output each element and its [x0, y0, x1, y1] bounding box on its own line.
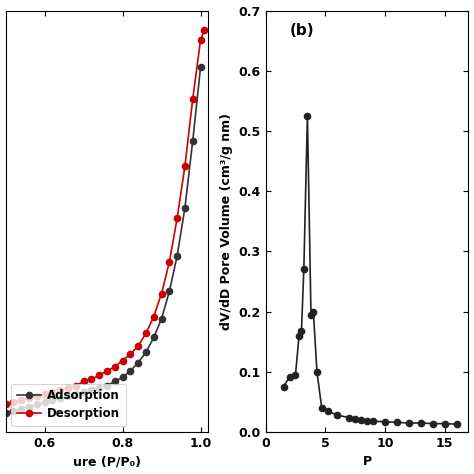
Line: Desorption: Desorption	[2, 27, 208, 408]
Adsorption	[112, 379, 118, 384]
Desorption	[18, 398, 24, 403]
Desorption	[120, 358, 126, 364]
Desorption	[135, 343, 141, 349]
Adsorption	[128, 368, 133, 374]
Adsorption	[159, 316, 164, 321]
Desorption	[10, 400, 16, 405]
Desorption	[166, 259, 172, 265]
Desorption	[104, 368, 110, 374]
Adsorption	[104, 383, 110, 389]
Desorption	[65, 385, 71, 391]
Desorption	[89, 376, 94, 382]
Adsorption	[10, 408, 16, 414]
Adsorption	[151, 335, 156, 340]
Desorption	[81, 379, 86, 384]
Adsorption	[135, 360, 141, 365]
Adsorption	[120, 374, 126, 380]
Adsorption	[57, 395, 63, 401]
Desorption	[34, 393, 40, 399]
Adsorption	[18, 406, 24, 411]
Y-axis label: dV/dD Pore Volume (cm³/g nm): dV/dD Pore Volume (cm³/g nm)	[220, 113, 233, 330]
Desorption	[190, 96, 196, 101]
Desorption	[201, 27, 207, 33]
Adsorption	[182, 205, 188, 210]
Adsorption	[174, 253, 180, 259]
Adsorption	[96, 385, 102, 391]
Text: (b): (b)	[290, 23, 315, 38]
Adsorption	[190, 138, 196, 144]
Desorption	[174, 215, 180, 221]
Desorption	[112, 364, 118, 370]
Desorption	[26, 395, 32, 401]
Line: Adsorption: Adsorption	[2, 64, 204, 416]
Desorption	[73, 383, 79, 389]
X-axis label: ure (P/P₀): ure (P/P₀)	[73, 456, 141, 468]
Adsorption	[89, 387, 94, 392]
Desorption	[3, 401, 9, 407]
Desorption	[42, 391, 47, 397]
Desorption	[159, 291, 164, 296]
Adsorption	[73, 391, 79, 397]
Desorption	[151, 314, 156, 319]
Adsorption	[143, 349, 149, 355]
Adsorption	[26, 404, 32, 410]
Desorption	[49, 389, 55, 395]
Desorption	[57, 387, 63, 392]
Adsorption	[34, 401, 40, 407]
Desorption	[143, 330, 149, 336]
Adsorption	[3, 410, 9, 416]
Adsorption	[42, 400, 47, 405]
Desorption	[182, 163, 188, 169]
Desorption	[128, 351, 133, 357]
Adsorption	[81, 389, 86, 395]
Desorption	[96, 373, 102, 378]
Adsorption	[166, 289, 172, 294]
Legend: Adsorption, Desorption: Adsorption, Desorption	[11, 383, 126, 426]
Adsorption	[49, 398, 55, 403]
Desorption	[198, 37, 203, 43]
Adsorption	[65, 393, 71, 399]
Adsorption	[198, 64, 203, 70]
X-axis label: P: P	[363, 456, 372, 468]
